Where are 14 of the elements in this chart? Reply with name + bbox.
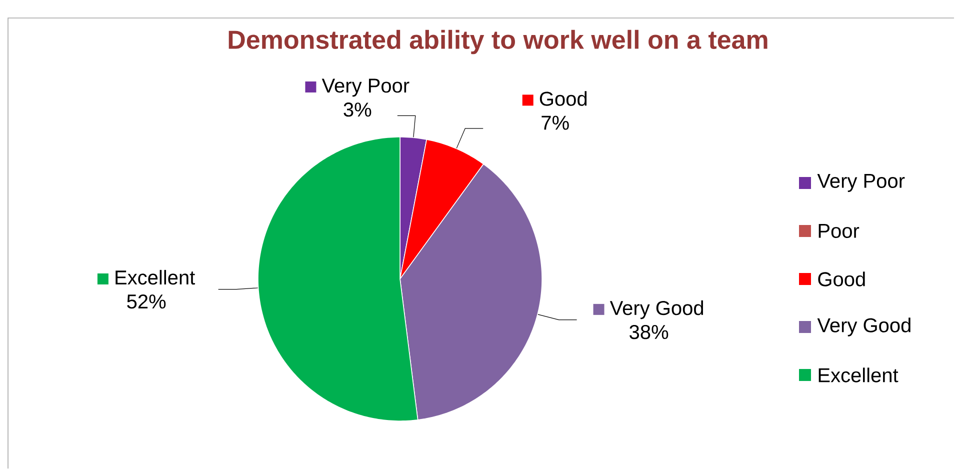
category-label: Very Good [817,318,910,336]
data-label: 3% [344,102,372,117]
legend-label: Poor [818,224,860,238]
chart-title: Demonstrated ability to work well on a team [228,30,768,54]
data-label: 52% [127,294,166,309]
category-label: Good [818,272,865,286]
legend-label: Good [540,91,587,106]
data-label: 38% [630,324,668,340]
legend-label: Very Poor [322,78,410,97]
legend-label: Very Good [610,300,704,320]
legend-label: Excellent [116,270,195,285]
data-label: 7% [542,116,569,130]
category-label: Excellent [818,368,898,382]
category-label: Very Poor [817,174,905,192]
